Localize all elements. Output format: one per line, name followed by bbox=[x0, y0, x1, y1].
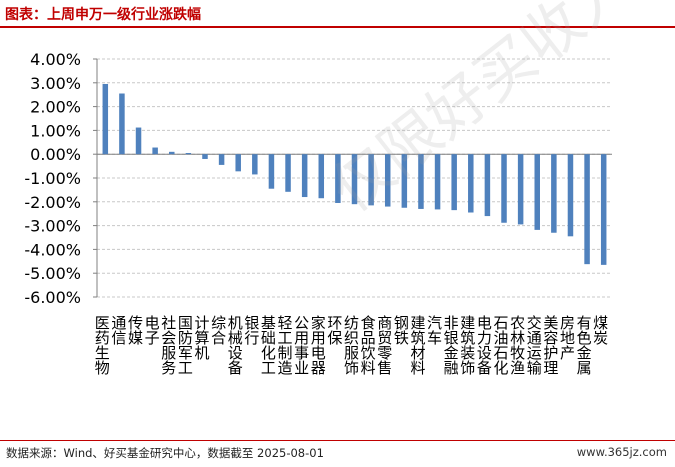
bar bbox=[517, 154, 524, 225]
x-category-label: 纺织服饰 bbox=[344, 314, 359, 377]
title-underline bbox=[0, 26, 675, 28]
y-tick-label: 0.00% bbox=[30, 145, 81, 164]
bar bbox=[584, 154, 590, 265]
x-category-label: 基础化工 bbox=[261, 314, 276, 377]
x-category-label: 家用电器 bbox=[311, 314, 326, 377]
x-category-label: 医药生物 bbox=[95, 314, 110, 377]
x-category-label: 机械设备 bbox=[228, 314, 243, 377]
bar bbox=[351, 154, 358, 205]
y-tick-label: 4.00% bbox=[30, 50, 81, 69]
x-category-label: 非银金融 bbox=[444, 314, 459, 377]
y-tick-label: 2.00% bbox=[30, 98, 81, 117]
bar bbox=[268, 154, 275, 189]
x-category-label: 食品饮料 bbox=[361, 314, 376, 377]
bar bbox=[135, 127, 142, 155]
x-category-label: 计算机 bbox=[194, 314, 209, 362]
y-tick-label: -2.00% bbox=[24, 193, 81, 212]
x-category-label: 交通运输 bbox=[527, 314, 542, 377]
bar bbox=[152, 147, 158, 155]
bar bbox=[551, 154, 557, 233]
bar bbox=[235, 154, 241, 172]
x-category-label: 石油石化 bbox=[494, 314, 509, 377]
x-category-label: 钢铁 bbox=[394, 314, 409, 347]
bar bbox=[567, 154, 574, 237]
x-category-label: 环保 bbox=[327, 314, 342, 347]
bar bbox=[484, 154, 491, 217]
bar bbox=[468, 154, 474, 213]
x-category-label: 商贸零售 bbox=[377, 314, 392, 377]
site-watermark-url: www.365jz.com bbox=[576, 445, 667, 459]
bar bbox=[252, 154, 258, 175]
x-category-label: 建筑材料 bbox=[410, 314, 425, 377]
chart-title: 图表：上周申万一级行业涨跌幅 bbox=[5, 7, 201, 23]
y-tick-label: -4.00% bbox=[24, 240, 81, 259]
x-category-label: 公用事业 bbox=[294, 314, 309, 377]
x-category-label: 电力设备 bbox=[477, 314, 492, 377]
bar bbox=[600, 154, 607, 265]
x-category-label: 电子 bbox=[145, 314, 160, 347]
bar bbox=[418, 154, 424, 209]
bar bbox=[501, 154, 507, 223]
bar bbox=[318, 154, 325, 199]
bar bbox=[102, 83, 109, 155]
x-category-label: 传媒 bbox=[128, 314, 143, 347]
y-tick-label: -6.00% bbox=[24, 288, 81, 307]
x-category-label: 煤炭 bbox=[593, 314, 608, 347]
y-tick-label: -3.00% bbox=[24, 217, 81, 236]
y-tick-label: 1.00% bbox=[30, 121, 81, 140]
x-category-label: 房地产 bbox=[560, 314, 575, 362]
x-category-label: 有色金属 bbox=[577, 314, 592, 377]
bar bbox=[285, 154, 291, 192]
bar bbox=[335, 154, 341, 203]
title-bar: 图表：上周申万一级行业涨跌幅 bbox=[0, 0, 675, 26]
bar bbox=[202, 154, 208, 159]
bar bbox=[534, 154, 540, 230]
bar bbox=[218, 154, 225, 165]
x-category-label: 农林牧渔 bbox=[510, 314, 525, 377]
bar bbox=[185, 153, 192, 155]
x-category-label: 社会服务 bbox=[161, 314, 176, 377]
x-category-label: 综合 bbox=[211, 314, 226, 347]
bar bbox=[384, 154, 391, 207]
bar bbox=[301, 154, 308, 198]
bar bbox=[401, 154, 408, 208]
y-tick-label: -1.00% bbox=[24, 169, 81, 188]
y-tick-label: 3.00% bbox=[30, 74, 81, 93]
x-category-label: 轻工制造 bbox=[278, 314, 293, 377]
x-category-label: 汽车 bbox=[427, 314, 442, 347]
bar bbox=[169, 151, 175, 155]
x-category-label: 美容护理 bbox=[543, 314, 558, 377]
x-category-label: 国防军工 bbox=[178, 314, 193, 377]
footer-divider bbox=[0, 440, 675, 441]
x-category-label: 建筑装饰 bbox=[460, 314, 475, 377]
x-category-label: 银行 bbox=[244, 314, 259, 347]
bar bbox=[368, 154, 374, 206]
bar bbox=[434, 154, 441, 210]
bar bbox=[119, 93, 125, 155]
data-source-note: 数据来源：Wind、好买基金研究中心，数据截至 2025-08-01 bbox=[6, 446, 324, 460]
x-category-label: 通信 bbox=[111, 314, 126, 347]
bar bbox=[451, 154, 457, 211]
bar-chart: 4.00% 3.00% 2.00% 1.00% 0.00% -1.00% -2.00% -3.… bbox=[24, 50, 612, 377]
y-tick-label: -5.00% bbox=[24, 264, 81, 283]
